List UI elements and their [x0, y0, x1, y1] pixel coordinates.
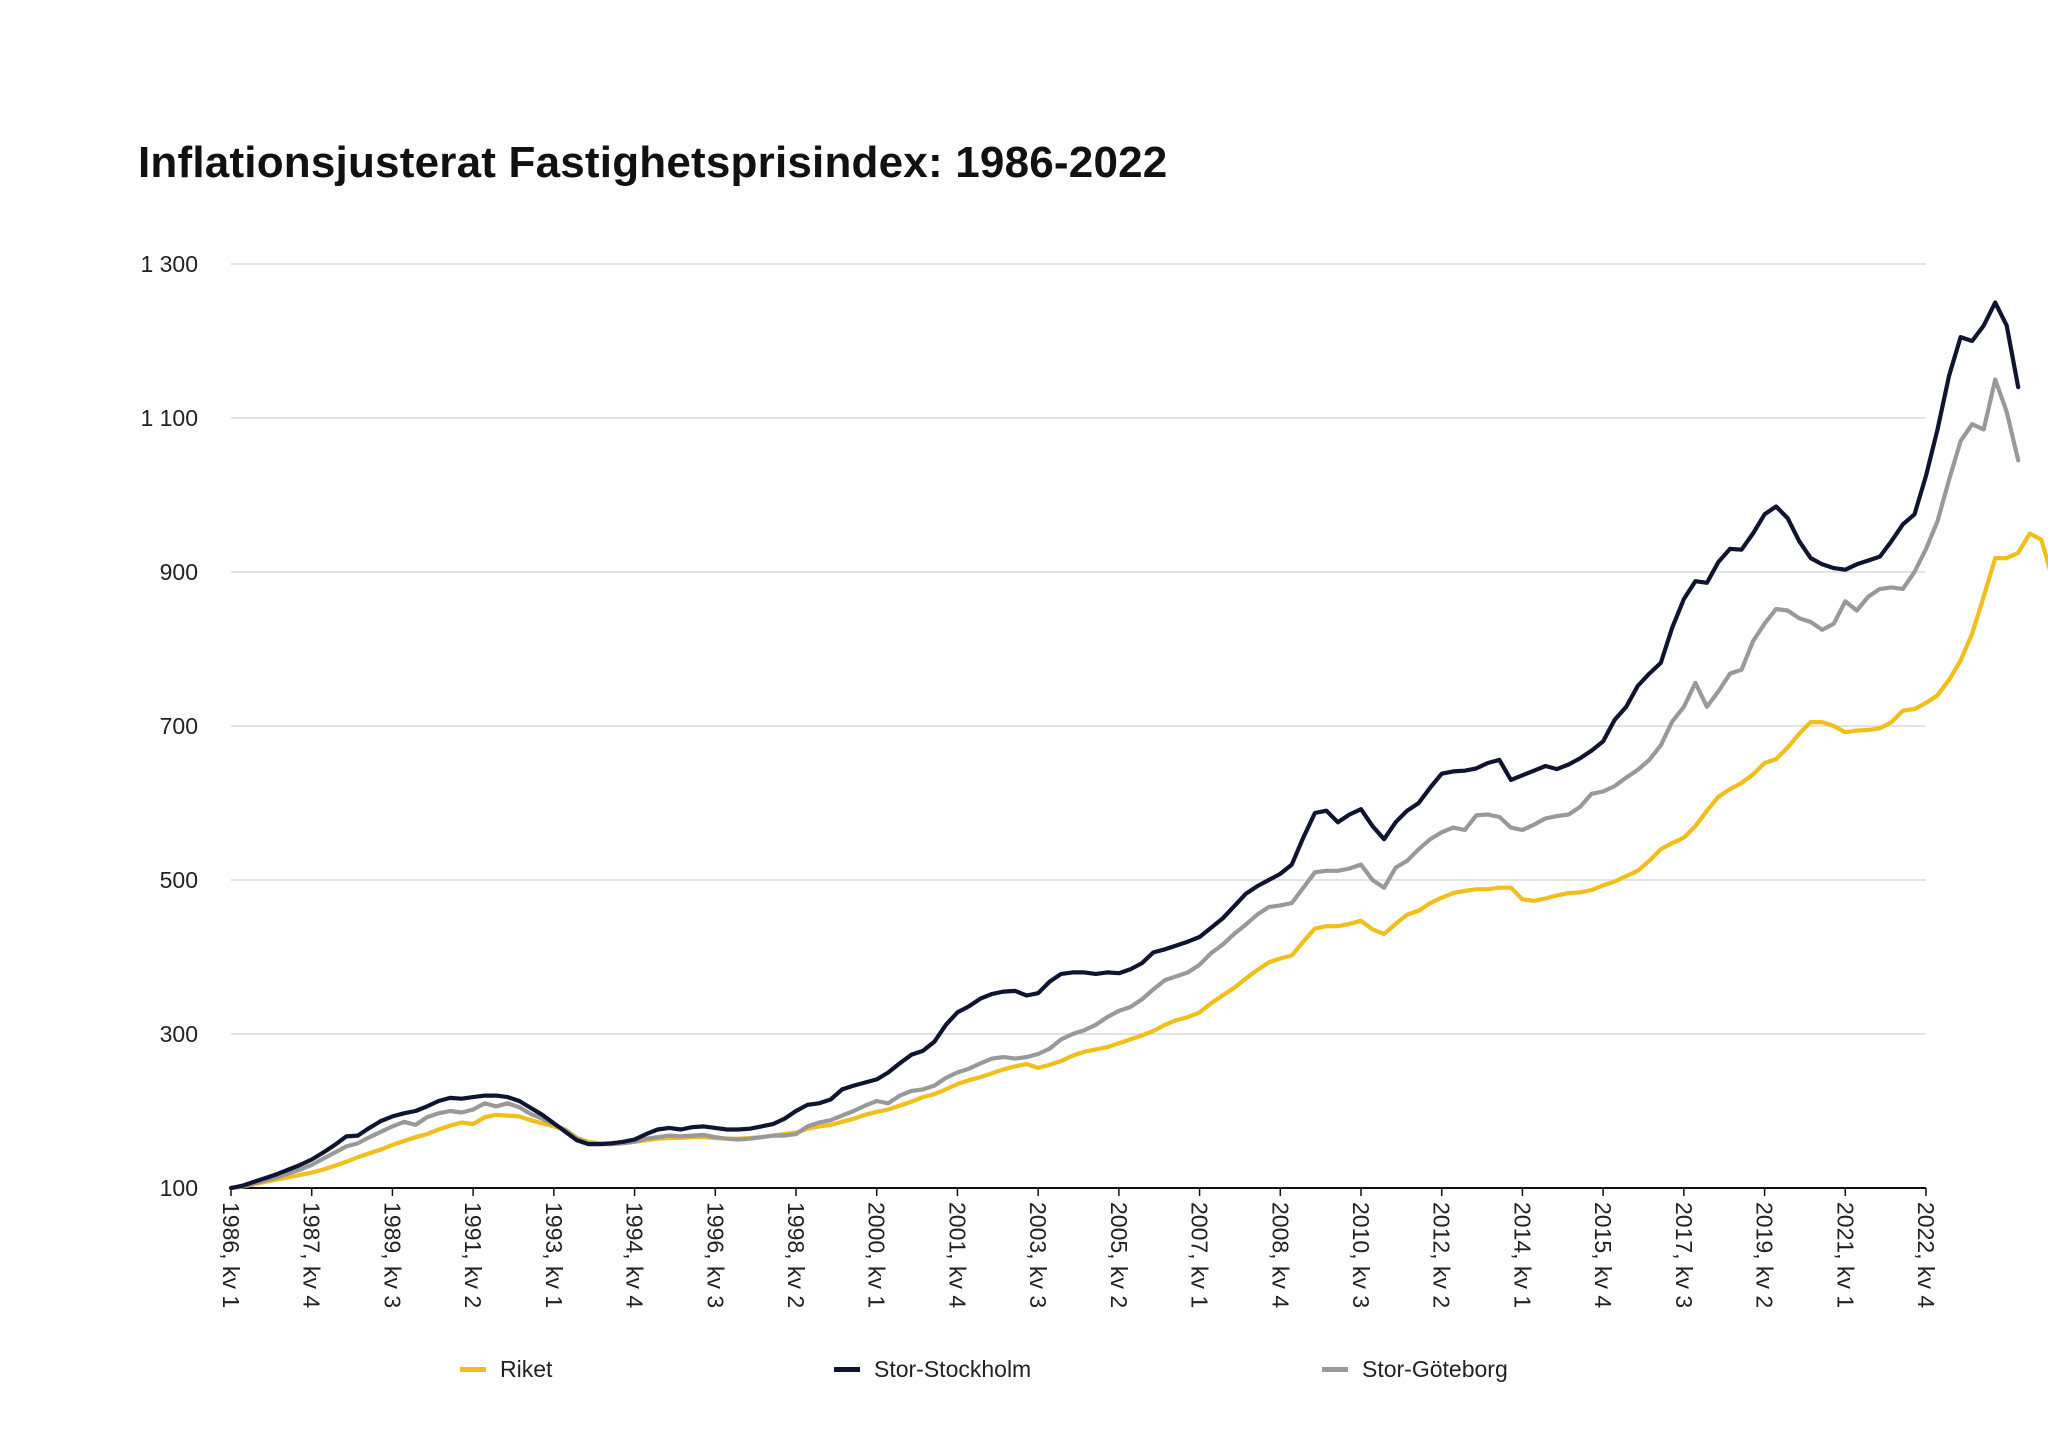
series-lines	[228, 300, 2048, 1191]
y-tick-labels: 100 300 500 700 900 1 100 1 300	[140, 251, 198, 1201]
series-line-riket	[228, 531, 2048, 1191]
legend-swatch-riket	[460, 1366, 486, 1372]
y-tick-label: 100	[160, 1175, 198, 1201]
series-line-stor-stockholm	[228, 300, 2021, 1191]
legend-swatch-stor-stockholm	[834, 1366, 860, 1372]
x-tick-label: 1993, kv 1	[541, 1202, 567, 1308]
legend-swatch-stor-goteborg	[1322, 1366, 1348, 1372]
legend-label-stor-stockholm: Stor-Stockholm	[874, 1355, 1032, 1382]
legend-label-stor-goteborg: Stor-Göteborg	[1362, 1355, 1508, 1382]
gridlines	[231, 263, 1926, 1035]
x-tick-labels: 1986, kv 1 1987, kv 4 1989, kv 3 1991, kv 2…	[218, 1202, 1939, 1308]
y-tick-label: 300	[160, 1021, 198, 1047]
x-tick-label: 2017, kv 3	[1671, 1202, 1697, 1308]
y-tick-label: 1 300	[140, 251, 198, 277]
x-tick-label: 2022, kv 4	[1913, 1202, 1939, 1308]
x-tick-label: 1987, kv 4	[299, 1202, 325, 1308]
x-tick-label: 2001, kv 4	[944, 1202, 970, 1308]
x-tick-label: 1989, kv 3	[379, 1202, 405, 1308]
x-tick-label: 2007, kv 1	[1187, 1202, 1213, 1308]
axes	[230, 1187, 1927, 1196]
x-tick-label: 2000, kv 1	[864, 1202, 890, 1308]
x-tick-label: 2005, kv 2	[1106, 1202, 1132, 1308]
y-tick-label: 500	[160, 867, 198, 893]
x-tick-label: 2015, kv 4	[1590, 1202, 1616, 1308]
y-tick-label: 900	[160, 559, 198, 585]
x-tick-label: 2010, kv 3	[1348, 1202, 1374, 1308]
x-tick-label: 2003, kv 3	[1025, 1202, 1051, 1308]
y-tick-label: 1 100	[140, 405, 198, 431]
chart-title: Inflationsjusterat Fastighetsprisindex: …	[138, 138, 1168, 187]
x-tick-label: 2008, kv 4	[1267, 1202, 1293, 1308]
y-tick-label: 700	[160, 713, 198, 739]
x-tick-label: 2021, kv 1	[1832, 1202, 1858, 1308]
x-tick-label: 2019, kv 2	[1752, 1202, 1778, 1308]
legend-item-stor-goteborg: Stor-Göteborg	[1322, 1354, 1508, 1384]
x-tick-label: 1991, kv 2	[460, 1202, 486, 1308]
x-tick-label: 2012, kv 2	[1429, 1202, 1455, 1308]
legend-label-riket: Riket	[500, 1355, 553, 1382]
legend-item-riket: Riket	[460, 1354, 552, 1384]
x-tick-label: 1994, kv 4	[622, 1202, 648, 1308]
series-line-stor-g-teborg	[228, 377, 2021, 1191]
x-tick-label: 1986, kv 1	[218, 1202, 244, 1308]
legend-item-stor-stockholm: Stor-Stockholm	[834, 1354, 1031, 1384]
x-tick-label: 1998, kv 2	[783, 1202, 809, 1308]
x-tick-label: 2014, kv 1	[1509, 1202, 1535, 1308]
x-tick-label: 1996, kv 3	[702, 1202, 728, 1308]
